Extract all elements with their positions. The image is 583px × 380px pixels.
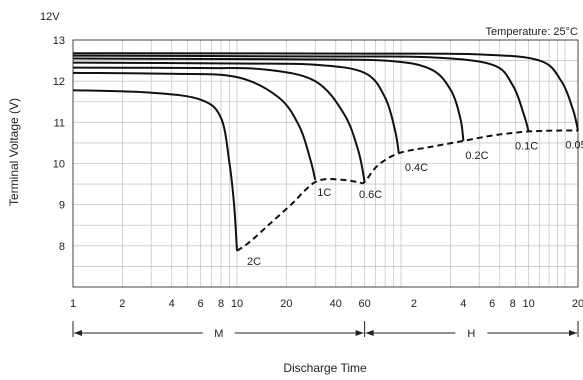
range-arrowhead	[569, 330, 577, 336]
curve-labels: 2C 1C 0.6C 0.4C 0.2C 0.1C 0.05C	[247, 140, 583, 268]
x-tick-label: 20	[280, 298, 292, 310]
grid	[72, 39, 579, 288]
range-arrowhead	[355, 330, 364, 336]
series-label-1C: 1C	[317, 187, 331, 199]
cutoff-line	[236, 129, 579, 252]
series-line-1C	[72, 71, 317, 181]
y-tick-labels: 8 9 10 11 12 13	[53, 35, 65, 253]
series-line-0.4C	[72, 61, 400, 154]
x-tick-label: 8	[510, 298, 516, 310]
y-axis-title: Terminal Voltage (V)	[7, 98, 21, 206]
x-axis-title: Discharge Time	[283, 361, 367, 375]
series-line-0.05C	[72, 52, 579, 131]
range-arrowhead	[74, 330, 82, 336]
x-tick-label: 10	[231, 298, 243, 310]
series-label-0.2C: 0.2C	[465, 150, 488, 162]
x-tick-label: 2	[411, 298, 417, 310]
unit-label: 12V	[40, 11, 60, 23]
x-tick-label: 2	[119, 298, 125, 310]
x-tick-label: 40	[330, 298, 342, 310]
series-line-0.6C	[72, 66, 366, 183]
range-label-H: H	[467, 328, 475, 340]
temperature-annotation: Temperature: 25°C	[486, 26, 578, 38]
y-tick-label: 12	[53, 76, 65, 88]
series-line-0.2C	[72, 57, 465, 142]
series-label-0.1C: 0.1C	[515, 140, 538, 152]
plot-frame	[72, 39, 579, 288]
x-tick-label: 10	[523, 298, 535, 310]
x-tick-label: 6	[198, 298, 204, 310]
x-tick-labels: 1 2 4 6 8 10 20 40 60 2 4 6 8 10 20	[70, 298, 583, 310]
y-tick-label: 9	[59, 200, 65, 212]
cutoff-curve	[236, 129, 579, 252]
series-label-2C: 2C	[247, 256, 261, 268]
series-label-0.4C: 0.4C	[405, 162, 428, 174]
x-tick-label: 4	[169, 298, 175, 310]
series-label-0.05C: 0.05C	[565, 140, 583, 152]
y-tick-label: 11	[54, 117, 65, 129]
range-arrowhead	[365, 330, 374, 336]
y-tick-label: 8	[59, 241, 65, 253]
y-tick-label: 13	[53, 35, 65, 47]
x-tick-label: 6	[489, 298, 495, 310]
discharge-curves	[72, 52, 579, 251]
series-label-0.6C: 0.6C	[359, 189, 382, 201]
range-label-M: M	[214, 328, 223, 340]
x-tick-label: 4	[460, 298, 466, 310]
series-line-2C	[72, 89, 238, 251]
x-tick-label: 20	[572, 298, 583, 310]
series-line-0.1C	[72, 54, 530, 132]
x-tick-label: 60	[359, 298, 371, 310]
x-tick-label: 8	[218, 298, 224, 310]
x-tick-label: 1	[70, 298, 76, 310]
y-tick-label: 10	[53, 159, 65, 171]
